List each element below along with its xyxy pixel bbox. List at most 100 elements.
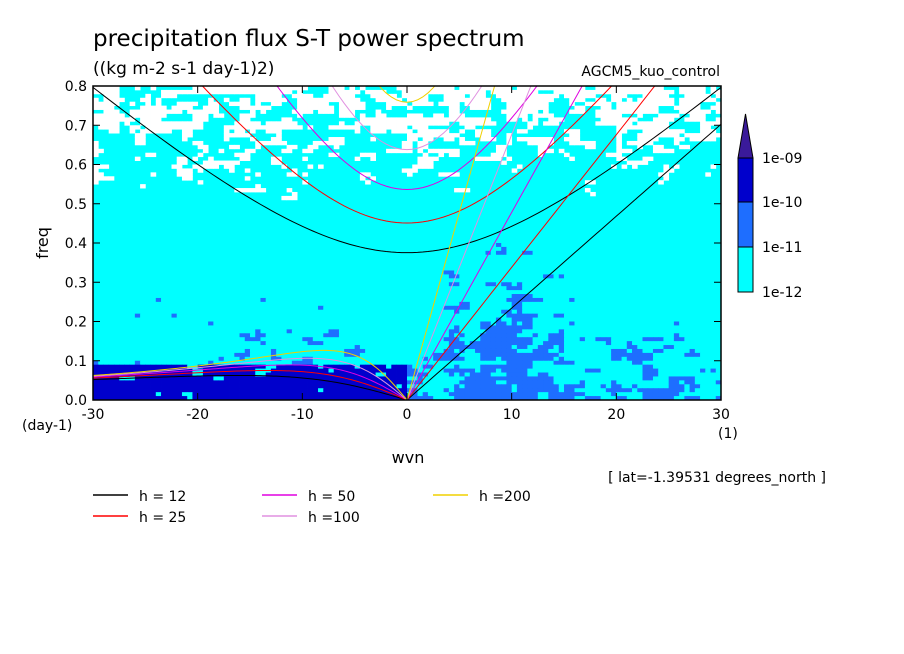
- heatmap-cell: [459, 368, 465, 373]
- heatmap-cell: [516, 89, 523, 95]
- heatmap-cell: [359, 345, 366, 350]
- heatmap-cell: [229, 321, 235, 326]
- heatmap-cell: [611, 388, 617, 393]
- heatmap-cell: [611, 152, 617, 158]
- heatmap-cell: [605, 333, 612, 338]
- heatmap-cell: [495, 86, 502, 91]
- heatmap-cell: [119, 117, 125, 122]
- heatmap-cell: [522, 86, 528, 91]
- heatmap-cell: [532, 321, 539, 326]
- heatmap-cell: [286, 333, 293, 338]
- heatmap-cell: [506, 348, 513, 354]
- heatmap-cell: [359, 294, 366, 299]
- heatmap-cell: [181, 384, 188, 389]
- heatmap-cell: [192, 117, 199, 122]
- heatmap-cell: [150, 388, 157, 393]
- heatmap-cell: [129, 246, 136, 252]
- heatmap-cell: [417, 321, 424, 326]
- heatmap-cell: [187, 109, 193, 114]
- heatmap-cell: [386, 360, 392, 366]
- heatmap-cell: [365, 384, 371, 389]
- heatmap-cell: [422, 317, 429, 322]
- heatmap-cell: [244, 117, 251, 122]
- heatmap-cell: [260, 301, 267, 307]
- heatmap-cell: [307, 297, 314, 303]
- heatmap-cell: [621, 219, 628, 224]
- heatmap-cell: [637, 309, 643, 315]
- heatmap-cell: [145, 356, 151, 362]
- heatmap-cell: [663, 309, 670, 315]
- heatmap-cell: [161, 364, 167, 370]
- heatmap-cell: [307, 148, 314, 154]
- heatmap-cell: [124, 321, 131, 326]
- heatmap-cell: [260, 392, 267, 397]
- heatmap-cell: [108, 392, 115, 397]
- heatmap-cell: [469, 376, 476, 381]
- heatmap-cell: [187, 352, 193, 358]
- heatmap-cell: [427, 101, 434, 107]
- heatmap-cell: [527, 329, 533, 334]
- heatmap-cell: [265, 333, 272, 338]
- heatmap-cell: [98, 101, 104, 107]
- heatmap-cell: [532, 93, 539, 99]
- heatmap-cell: [652, 313, 659, 318]
- heatmap-cell: [255, 309, 261, 315]
- heatmap-cell: [532, 356, 539, 362]
- heatmap-cell: [113, 89, 120, 95]
- heatmap-cell: [145, 352, 151, 358]
- heatmap-cell: [715, 258, 721, 264]
- heatmap-cell: [642, 345, 649, 350]
- heatmap-cell: [605, 321, 612, 326]
- heatmap-cell: [475, 388, 481, 393]
- heatmap-cell: [637, 313, 643, 318]
- heatmap-cell: [166, 352, 172, 358]
- heatmap-cell: [710, 376, 717, 381]
- heatmap-cell: [422, 313, 429, 318]
- heatmap-cell: [710, 133, 717, 138]
- heatmap-cell: [202, 388, 209, 393]
- heatmap-cell: [459, 305, 465, 311]
- heatmap-cell: [506, 266, 513, 271]
- heatmap-cell: [349, 396, 356, 400]
- heatmap-cell: [569, 93, 575, 99]
- heatmap-cell: [443, 305, 450, 311]
- heatmap-cell: [595, 290, 602, 295]
- heatmap-cell: [605, 341, 612, 346]
- heatmap-cell: [113, 97, 120, 103]
- heatmap-cell: [113, 297, 120, 303]
- heatmap-cell: [574, 348, 581, 354]
- heatmap-cell: [480, 329, 486, 334]
- heatmap-cell: [124, 396, 131, 400]
- heatmap-cell: [663, 352, 670, 358]
- heatmap-cell: [202, 270, 209, 275]
- heatmap-cell: [103, 396, 110, 400]
- heatmap-cell: [161, 333, 167, 338]
- heatmap-cell: [658, 113, 664, 118]
- heatmap-cell: [161, 317, 167, 322]
- heatmap-cell: [213, 243, 219, 248]
- heatmap-cell: [443, 89, 450, 95]
- heatmap-cell: [417, 368, 424, 373]
- heatmap-cell: [475, 297, 481, 303]
- heatmap-cell: [417, 333, 424, 338]
- heatmap-cell: [197, 121, 204, 126]
- heatmap-cell: [516, 325, 523, 330]
- heatmap-cell: [516, 372, 523, 377]
- heatmap-cell: [501, 282, 507, 287]
- heatmap-cell: [312, 337, 319, 342]
- heatmap-cell: [652, 282, 659, 287]
- heatmap-cell: [490, 352, 497, 358]
- heatmap-cell: [176, 274, 183, 279]
- heatmap-cell: [349, 97, 356, 103]
- heatmap-cell: [632, 333, 638, 338]
- heatmap-cell: [422, 152, 429, 158]
- heatmap-cell: [270, 333, 277, 338]
- heatmap-cell: [119, 345, 125, 350]
- heatmap-cell: [166, 297, 172, 303]
- heatmap-cell: [302, 341, 308, 346]
- heatmap-cell: [417, 125, 424, 130]
- heatmap-cell: [632, 105, 638, 110]
- heatmap-cell: [475, 250, 481, 256]
- heatmap-cell: [265, 239, 272, 244]
- heatmap-cell: [202, 254, 209, 260]
